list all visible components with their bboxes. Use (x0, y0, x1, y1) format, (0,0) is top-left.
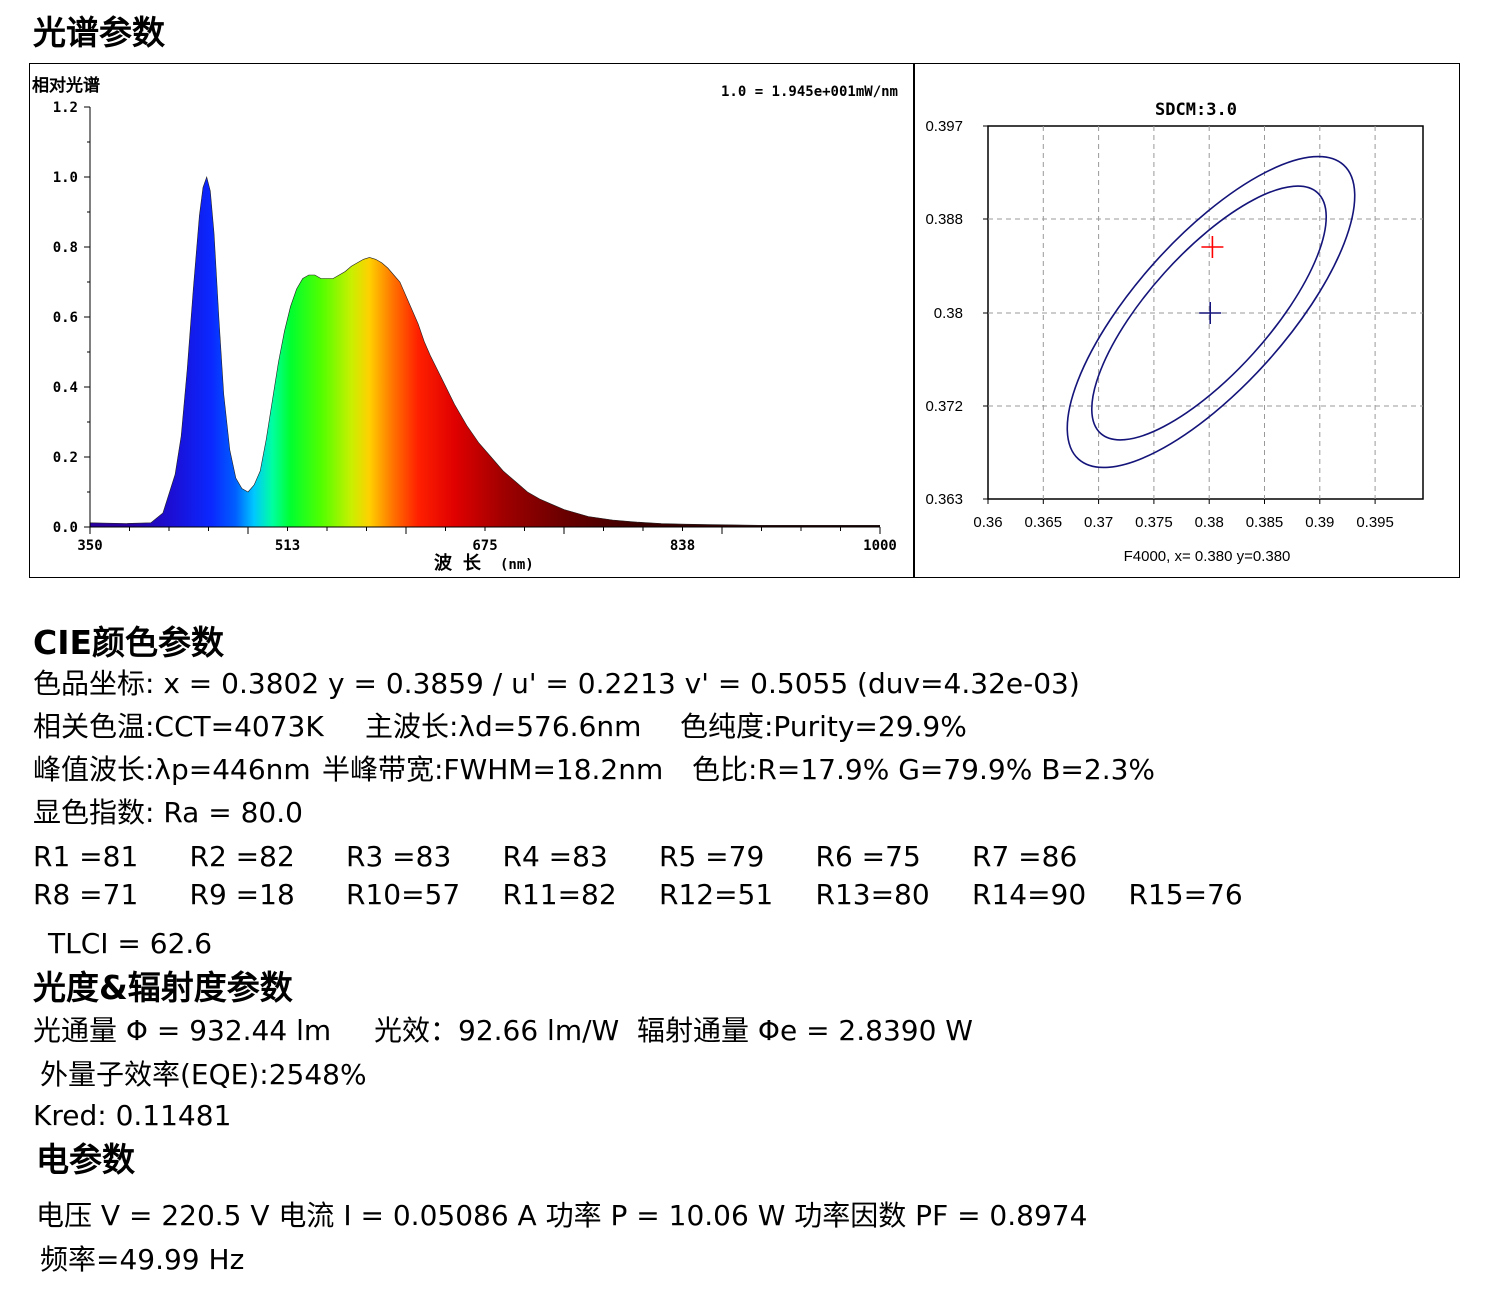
peak-wavelength: 峰值波长:λp=446nm (33, 753, 311, 786)
spectrum-x-tick-label: 838 (670, 538, 695, 554)
dominant-wavelength: 主波长:λd=576.6nm (365, 710, 642, 743)
cri-item: R14=90 (972, 878, 1087, 911)
spectrum-x-tick-label: 513 (275, 538, 300, 554)
cri-item: R4 =83 (502, 840, 608, 873)
cri-item: R1 =81 (33, 840, 139, 873)
sdcm-chart-panel: SDCM:3.0 F4000, x= 0.380 y=0.380 0.36 0.3… (914, 63, 1460, 578)
sdcm-x-tick-label: 0.375 (1135, 514, 1173, 531)
cri-item: R5 =79 (659, 840, 765, 873)
cri-item: R10=57 (346, 878, 461, 911)
spectrum-y-tick-label: 0.6 (53, 310, 78, 326)
spectrum-y-tick-label: 0.0 (53, 520, 78, 536)
electrical-section-title: 电参数 (36, 1140, 135, 1179)
spectrum-y-tick-label: 0.2 (53, 450, 78, 466)
spectrum-chart: 相对光谱 1.0 = 1.945e+001mW/nm 波 长 (nm) 0.0 0… (32, 75, 898, 574)
sdcm-y-tick-label: 0.38 (934, 305, 963, 322)
cri-item: R13=80 (815, 878, 930, 911)
frequency-value: 频率=49.99 Hz (40, 1243, 245, 1276)
spectrum-y-tick-label: 0.8 (53, 240, 78, 256)
luminous-flux: 光通量 Φ = 932.44 lm (33, 1014, 332, 1047)
cri-item: R11=82 (502, 878, 617, 911)
sdcm-y-tick-label: 0.388 (925, 211, 963, 228)
spectrum-section-title: 光谱参数 (33, 13, 165, 52)
sdcm-x-tick-label: 0.37 (1084, 514, 1113, 531)
sdcm-footer: F4000, x= 0.380 y=0.380 (1124, 548, 1291, 565)
spectrum-x-tick-label: 675 (472, 538, 497, 554)
sdcm-measured-point (1201, 236, 1224, 258)
sdcm-y-tick-label: 0.397 (925, 118, 963, 135)
eqe-value: 外量子效率(EQE):2548% (40, 1058, 367, 1091)
sdcm-chart: SDCM:3.0 F4000, x= 0.380 y=0.380 0.36 0.3… (925, 100, 1424, 565)
spectrum-y-axis-label: 相对光谱 (32, 75, 100, 96)
cct-value: 相关色温:CCT=4073K (33, 710, 324, 743)
cri-item: R15=76 (1128, 878, 1243, 911)
sdcm-x-tick-label: 0.365 (1025, 514, 1063, 531)
electrical-values: 电压 V = 220.5 V 电流 I = 0.05086 A 功率 P = 1… (36, 1199, 1088, 1232)
spectrum-line (89, 175, 880, 526)
spectrum-x-tick-label: 1000 (863, 538, 897, 554)
spectrum-x-tick-label: 350 (77, 538, 102, 554)
cri-item: R3 =83 (346, 840, 452, 873)
purity-value: 色纯度:Purity=29.9% (680, 710, 967, 743)
spectrum-x-axis-unit: (nm) (500, 557, 534, 573)
kred-value: Kred: 0.11481 (33, 1099, 232, 1132)
sdcm-ellipse-inner (1090, 185, 1328, 441)
sdcm-target-point (1199, 302, 1222, 324)
cie-section-title: CIE颜色参数 (33, 623, 225, 662)
tlci-value: TLCI = 62.6 (48, 927, 213, 960)
sdcm-x-tick-label: 0.395 (1356, 514, 1394, 531)
spectrum-y-tick-label: 1.0 (53, 170, 78, 186)
spectrum-y-tick-label: 1.2 (53, 100, 78, 116)
luminous-efficacy: 光效：92.66 lm/W (374, 1014, 620, 1047)
sdcm-x-tick-label: 0.38 (1195, 514, 1224, 531)
color-ratio: 色比:R=17.9% G=79.9% B=2.3% (692, 753, 1156, 786)
radiant-flux: 辐射通量 Φe = 2.8390 W (637, 1014, 973, 1047)
spectrum-scale-note: 1.0 = 1.945e+001mW/nm (721, 84, 898, 100)
cri-item: R2 =82 (189, 840, 295, 873)
sdcm-x-tick-label: 0.39 (1305, 514, 1334, 531)
sdcm-x-tick-label: 0.36 (973, 514, 1002, 531)
ra-value: 显色指数: Ra = 80.0 (33, 796, 303, 829)
sdcm-x-tick-label: 0.385 (1246, 514, 1284, 531)
sdcm-y-tick-label: 0.363 (925, 491, 963, 508)
spectrum-x-axis-label: 波 长 (434, 552, 482, 574)
cri-item: R8 =71 (33, 878, 139, 911)
cri-item: R9 =18 (189, 878, 295, 911)
spectrum-y-tick-label: 0.4 (53, 380, 78, 396)
cri-item: R6 =75 (815, 840, 921, 873)
sdcm-title: SDCM:3.0 (1155, 100, 1237, 120)
sdcm-y-tick-label: 0.372 (925, 398, 963, 415)
sdcm-ellipse-outer (1066, 155, 1356, 469)
cri-item: R7 =86 (972, 840, 1078, 873)
chromaticity-coordinates: 色品坐标: x = 0.3802 y = 0.3859 / u' = 0.221… (33, 667, 1080, 700)
fwhm-value: 半峰带宽:FWHM=18.2nm (322, 753, 664, 786)
spectrum-area (90, 177, 880, 527)
cri-item: R12=51 (659, 878, 774, 911)
spectrum-chart-panel: 相对光谱 1.0 = 1.945e+001mW/nm 波 长 (nm) 0.0 0… (29, 63, 914, 578)
photometric-section-title: 光度&辐射度参数 (33, 968, 293, 1007)
